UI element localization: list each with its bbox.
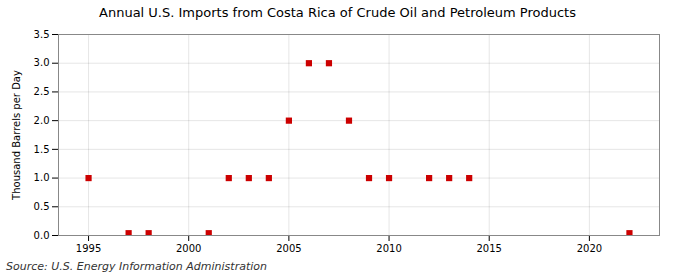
svg-text:1.0: 1.0 — [34, 172, 50, 183]
svg-text:2010: 2010 — [376, 243, 401, 254]
svg-text:2.0: 2.0 — [34, 115, 50, 126]
svg-text:1995: 1995 — [76, 243, 101, 254]
svg-text:2020: 2020 — [577, 243, 602, 254]
svg-text:0.0: 0.0 — [34, 230, 50, 241]
svg-text:Thousand Barrels per Day: Thousand Barrels per Day — [11, 70, 22, 201]
svg-text:1.5: 1.5 — [34, 144, 50, 155]
svg-text:2000: 2000 — [176, 243, 201, 254]
svg-text:2005: 2005 — [276, 243, 301, 254]
svg-text:2015: 2015 — [476, 243, 501, 254]
html-text:Annual U.S. Imports from Costa: Annual U.S. Imports from Costa Rica of C… — [99, 5, 576, 20]
svg-text:3.0: 3.0 — [34, 57, 50, 68]
svg-text:0.5: 0.5 — [34, 201, 50, 212]
svg-text:3.5: 3.5 — [34, 29, 50, 40]
html-text:Source: U.S. Energy Informatio: Source: U.S. Energy Information Administ… — [6, 260, 267, 273]
svg-text:2.5: 2.5 — [34, 86, 50, 97]
